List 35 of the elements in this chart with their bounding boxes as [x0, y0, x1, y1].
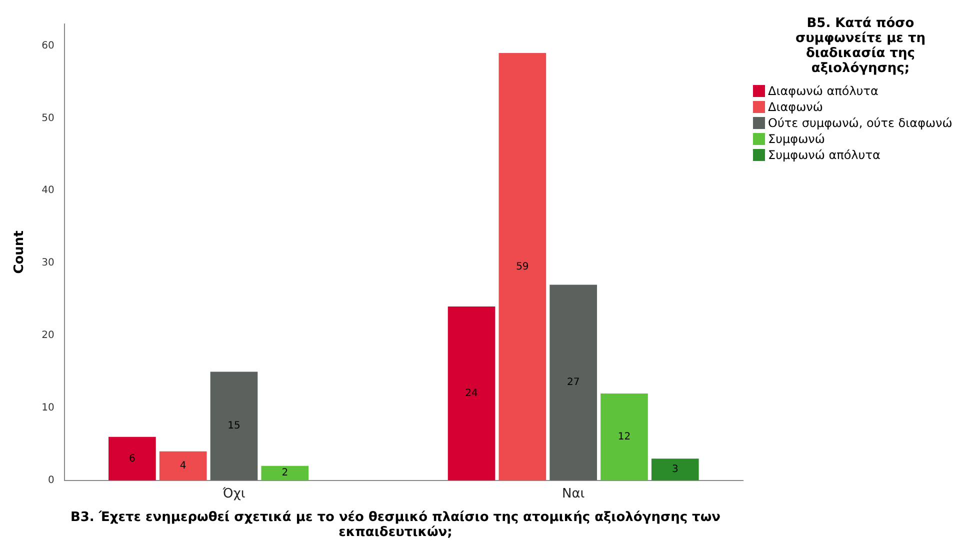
bar [550, 284, 597, 480]
data-label: 12 [618, 432, 631, 443]
bar [448, 306, 496, 480]
y-tick-label: 40 [42, 185, 54, 196]
bar [651, 458, 699, 480]
bar [498, 52, 546, 480]
data-label: 15 [228, 420, 240, 432]
bar [159, 451, 207, 480]
y-axis-title: Count [12, 230, 28, 274]
y-tick-label: 20 [42, 330, 54, 342]
y-tick-label: 30 [42, 258, 54, 269]
bar [108, 436, 156, 480]
legend-label: Ούτε συμφωνώ, ούτε διαφωνώ [768, 116, 952, 130]
y-tick-label: 50 [42, 112, 54, 124]
legend-label: Συμφωνώ [768, 132, 825, 146]
y-tick-label: 60 [42, 40, 54, 52]
data-label: 59 [516, 261, 529, 272]
data-label: 3 [672, 464, 678, 476]
legend-label: Διαφωνώ [768, 100, 823, 114]
bar [261, 466, 309, 480]
data-label: 2 [282, 468, 288, 479]
bar [600, 393, 648, 480]
data-label: 27 [566, 377, 580, 388]
x-tick-label: Όχι [222, 486, 246, 502]
x-axis-title: B3. Έχετε ενημερωθεί σχετικά με το νέο θεσμικό πλαίσιο της ατομικής αξιολόγησης των εκπαιδευτικών; [69, 509, 722, 540]
legend-label: Διαφωνώ απόλυτα [768, 84, 878, 98]
data-label: 6 [129, 453, 136, 464]
legend-label: Συμφωνώ απόλυτα [768, 148, 880, 162]
data-label: 24 [465, 388, 478, 400]
x-tick-label: Ναι [562, 486, 585, 502]
legend-title: B5. Κατά πόσο συμφωνείτε με τη διαδικασία της αξιολόγησης; [794, 16, 927, 78]
data-label: 4 [180, 460, 186, 472]
bar [210, 372, 258, 480]
y-tick-label: 10 [42, 402, 54, 414]
y-tick-label: 0 [48, 474, 54, 486]
